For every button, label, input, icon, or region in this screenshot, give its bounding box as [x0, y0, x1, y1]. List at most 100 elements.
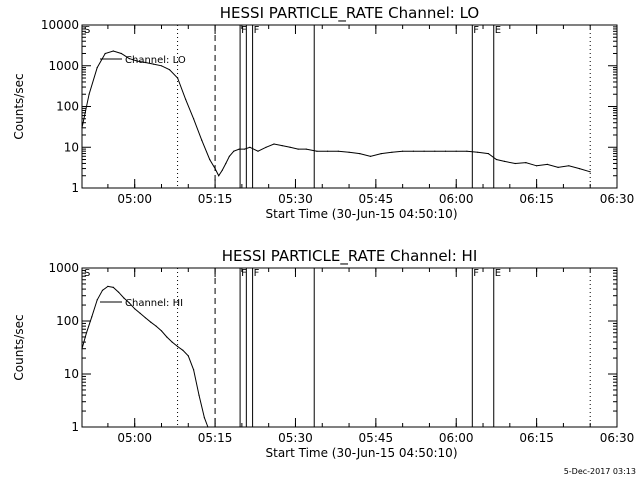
event-label-e: E [495, 268, 501, 279]
data-point [104, 52, 106, 55]
y-tick-label: 10 [64, 140, 79, 154]
data-point [244, 148, 246, 150]
data-point [423, 150, 425, 152]
event-label-f: F [254, 268, 260, 279]
data-point [434, 150, 436, 152]
data-point [128, 302, 130, 304]
y-tick-label: 100 [56, 100, 79, 114]
event-label-f: F [241, 25, 247, 36]
data-point [152, 63, 155, 65]
x-tick-label: 05:00 [117, 192, 152, 206]
y-axis-label: Counts/sec [12, 314, 26, 380]
data-point [369, 155, 372, 157]
y-tick-label: 1000 [48, 59, 79, 73]
data-point [578, 168, 581, 170]
data-point [96, 67, 98, 69]
data-point [201, 139, 203, 141]
x-tick-label: 06:15 [519, 192, 554, 206]
data-point [136, 60, 138, 62]
data-point [289, 146, 291, 148]
x-tick-label: 06:30 [600, 192, 635, 206]
data-point [487, 153, 489, 155]
data-point [187, 355, 189, 357]
x-axis-label: Start Time (30-Jun-15 04:50:10) [266, 207, 458, 221]
data-point [198, 394, 200, 396]
data-point [557, 166, 559, 168]
data-point [337, 150, 339, 152]
data-point [218, 175, 220, 177]
y-tick-label: 10000 [41, 18, 79, 32]
data-point [297, 148, 299, 150]
x-tick-label: 05:15 [198, 431, 233, 445]
x-tick-label: 05:45 [359, 192, 394, 206]
x-tick-label: 05:15 [198, 192, 233, 206]
y-tick-label: 10 [64, 367, 79, 381]
data-point [107, 285, 109, 287]
data-point [249, 146, 251, 148]
chart-title: HESSI PARTICLE_RATE Channel: HI [222, 247, 478, 266]
date-stamp: 5-Dec-2017 03:13 [564, 467, 636, 476]
data-point [101, 289, 104, 291]
data-point [128, 58, 130, 60]
data-point [150, 321, 152, 323]
data-point [536, 165, 538, 167]
y-tick-label: 100 [56, 314, 79, 328]
data-point [193, 118, 195, 120]
data-point [96, 299, 98, 301]
data-point [123, 297, 125, 299]
data-point [120, 52, 122, 55]
data-point [589, 171, 591, 173]
data-point [209, 158, 211, 161]
data-point [168, 69, 171, 71]
data-point [257, 150, 259, 152]
data-point [177, 77, 179, 79]
data-point [477, 151, 479, 153]
data-point [185, 98, 187, 100]
data-point [177, 345, 179, 348]
data-point [81, 127, 83, 129]
event-label-f: F [473, 25, 479, 36]
data-point [88, 93, 90, 95]
data-point [305, 148, 307, 150]
x-tick-label: 05:00 [117, 431, 152, 445]
x-tick-label: 05:30 [278, 192, 313, 206]
x-tick-label: 05:30 [278, 431, 313, 445]
x-tick-label: 05:45 [359, 431, 394, 445]
data-point [134, 308, 136, 310]
data-point [348, 151, 350, 153]
data-point [225, 162, 227, 165]
legend-label: Channel: LO [125, 55, 186, 66]
data-point [316, 150, 318, 152]
series-line-lo [81, 50, 591, 177]
data-point [112, 286, 114, 288]
chart-hi: HESSI PARTICLE_RATE Channel: HI 1 10 100 100… [12, 247, 634, 460]
x-tick-label: 06:00 [439, 192, 474, 206]
data-point [455, 150, 457, 152]
data-point [514, 162, 516, 165]
data-point [380, 153, 382, 155]
data-point [327, 150, 329, 152]
data-point [233, 150, 235, 152]
chart-lo: HESSI PARTICLE_RATE Channel: LO 1 10 100 100… [12, 4, 634, 221]
y-tick-label: 1 [71, 420, 79, 434]
data-point [265, 146, 267, 148]
data-point [160, 330, 163, 332]
chart-title: HESSI PARTICLE_RATE Channel: LO [220, 4, 479, 23]
event-label-e: E [495, 25, 501, 36]
x-axis-label: Start Time (30-Jun-15 04:50:10) [266, 446, 458, 460]
data-point [193, 369, 195, 371]
event-label-s: S [84, 268, 90, 279]
plot-frame [81, 24, 618, 189]
data-point [144, 61, 146, 64]
data-point [281, 145, 283, 147]
legend-label: Channel: HI [125, 298, 183, 309]
data-point [139, 312, 141, 314]
data-point [412, 150, 414, 152]
plot-frame [81, 267, 618, 428]
y-tick-label: 1000 [48, 261, 79, 275]
data-point [221, 169, 223, 171]
data-point [112, 50, 114, 52]
data-point [495, 158, 497, 161]
data-point [568, 165, 570, 167]
